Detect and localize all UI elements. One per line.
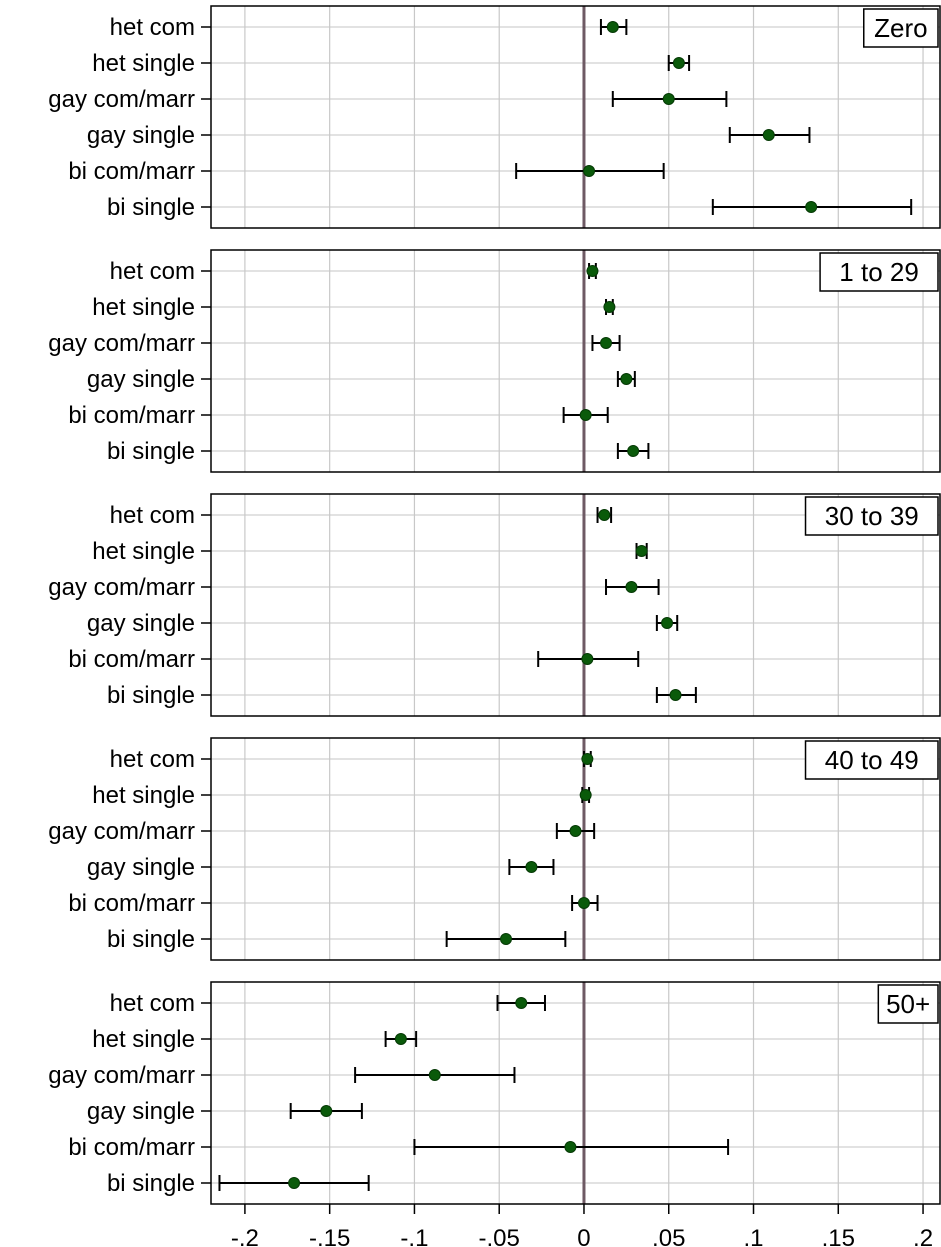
panel-frame (210, 249, 941, 473)
x-tick-label: -.15 (309, 1225, 350, 1247)
estimate-point (620, 373, 633, 385)
estimate-point (564, 1141, 577, 1153)
estimate-point (669, 689, 682, 701)
estimate-point (805, 201, 818, 213)
panel-frame (210, 493, 941, 717)
x-axis: -.2 -.15 -.1 -.05 0 .05 .1 .15 .2 (231, 1204, 933, 1247)
panel-4: het com het single gay com/marr gay single b… (48, 981, 941, 1205)
estimate-point (515, 997, 528, 1009)
estimate-point (662, 93, 675, 105)
panel-title-box (863, 8, 939, 48)
category-label: het single (92, 1026, 195, 1053)
panel-0: het com het single gay com/marr gay single b… (48, 5, 941, 229)
x-tick-label: .2 (913, 1225, 933, 1247)
panel-title-box (804, 740, 939, 780)
estimate-point (569, 825, 582, 837)
category-label: het com (110, 502, 195, 529)
category-label: bi single (107, 438, 195, 465)
category-label: bi com/marr (68, 646, 195, 673)
panel-1: het com het single gay com/marr gay single b… (48, 249, 941, 473)
category-label: gay single (87, 610, 195, 637)
category-label: gay single (87, 1098, 195, 1125)
estimate-point (583, 165, 596, 177)
category-label: het com (110, 990, 195, 1017)
category-label: gay com/marr (48, 1062, 195, 1089)
x-tick-label: -.2 (231, 1225, 259, 1247)
estimate-point (635, 545, 648, 557)
estimate-point (288, 1177, 301, 1189)
estimate-point (581, 753, 594, 765)
estimate-point (600, 337, 613, 349)
category-label: bi single (107, 926, 195, 953)
category-label: bi com/marr (68, 402, 195, 429)
estimate-point (603, 301, 616, 313)
category-label: bi single (107, 1170, 195, 1197)
category-label: het single (92, 50, 195, 77)
estimate-point (606, 21, 619, 33)
panel-frame (210, 981, 941, 1205)
estimate-point (320, 1105, 333, 1117)
estimate-point (428, 1069, 441, 1081)
category-label: het com (110, 258, 195, 285)
estimate-point (625, 581, 638, 593)
panel-title-box (804, 496, 939, 536)
category-label: het single (92, 782, 195, 809)
category-label: bi com/marr (68, 890, 195, 917)
panel-2: het com het single gay com/marr gay single b… (48, 493, 941, 717)
estimate-point (672, 57, 685, 69)
panel-title: Zero (874, 13, 927, 43)
estimate-point (762, 129, 775, 141)
estimate-point (586, 265, 599, 277)
estimate-point (394, 1033, 407, 1045)
category-label: gay single (87, 366, 195, 393)
panel-title-box (819, 252, 939, 292)
estimate-point (661, 617, 674, 629)
category-label: bi single (107, 194, 195, 221)
estimate-point (581, 653, 594, 665)
panel-title: 50+ (886, 989, 930, 1019)
estimate-point (627, 445, 640, 457)
category-label: gay single (87, 122, 195, 149)
category-label: gay com/marr (48, 86, 195, 113)
estimate-point (525, 861, 538, 873)
x-tick-label: -.05 (479, 1225, 520, 1247)
category-label: bi com/marr (68, 158, 195, 185)
panel-frame (210, 737, 941, 961)
estimate-point (579, 789, 592, 801)
panel-title-box (877, 984, 939, 1024)
estimate-point (598, 509, 611, 521)
category-label: het com (110, 746, 195, 773)
panel-3: het com het single gay com/marr gay single b… (48, 737, 941, 961)
x-tick-label: .15 (822, 1225, 855, 1247)
category-label: gay com/marr (48, 574, 195, 601)
estimate-point (499, 933, 512, 945)
panel-title: 1 to 29 (839, 257, 919, 287)
category-label: bi single (107, 682, 195, 709)
category-label: gay com/marr (48, 330, 195, 357)
x-tick-label: .1 (744, 1225, 764, 1247)
panel-title: 40 to 49 (825, 745, 919, 775)
category-label: het single (92, 538, 195, 565)
category-label: gay com/marr (48, 818, 195, 845)
panel-title: 30 to 39 (825, 501, 919, 531)
x-tick-label: -.1 (400, 1225, 428, 1247)
estimate-point (577, 897, 590, 909)
x-tick-label: 0 (577, 1225, 590, 1247)
category-label: gay single (87, 854, 195, 881)
panel-frame (210, 5, 941, 229)
category-label: bi com/marr (68, 1134, 195, 1161)
estimate-point (579, 409, 592, 421)
category-label: het single (92, 294, 195, 321)
category-label: het com (110, 14, 195, 41)
x-tick-label: .05 (652, 1225, 685, 1247)
